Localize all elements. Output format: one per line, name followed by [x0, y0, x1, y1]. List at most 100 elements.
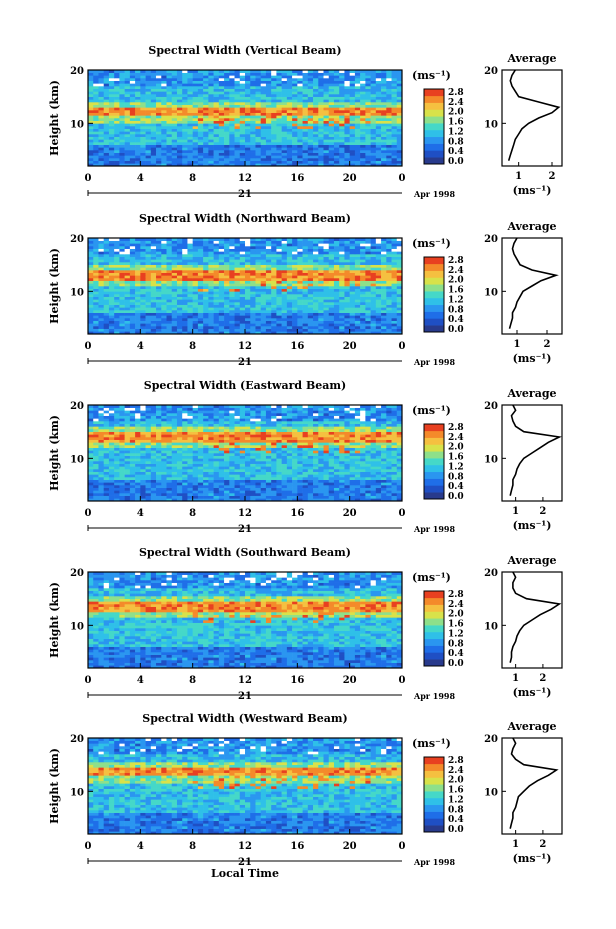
- heatmap-cell: [323, 323, 330, 327]
- heatmap-cell: [245, 120, 251, 124]
- heatmap-cell: [276, 160, 282, 164]
- heatmap-cell: [354, 259, 361, 263]
- heatmap-cell: [302, 83, 309, 87]
- heatmap-cell: [255, 246, 261, 249]
- heatmap-cell: [187, 479, 193, 483]
- heatmap-cell: [203, 267, 209, 271]
- heatmap-cell: [297, 123, 303, 127]
- heatmap-cell: [150, 498, 157, 502]
- heatmap-cell: [354, 302, 361, 305]
- heatmap-cell: [265, 304, 272, 308]
- heatmap-cell: [192, 152, 199, 156]
- heatmap-cell: [339, 307, 345, 311]
- heatmap-cell: [255, 128, 261, 132]
- heatmap-cell: [260, 294, 267, 297]
- heatmap-cell: [98, 294, 104, 297]
- heatmap-cell: [386, 318, 392, 321]
- heatmap-cell: [354, 256, 361, 260]
- heatmap-cell: [255, 479, 261, 483]
- heatmap-cell: [339, 96, 345, 100]
- heatmap-cell: [98, 107, 104, 111]
- heatmap-cell: [328, 328, 335, 332]
- heatmap-cell: [182, 312, 188, 316]
- heatmap-cell: [360, 254, 366, 257]
- heatmap-cell: [192, 118, 199, 121]
- heatmap-cell: [281, 256, 288, 260]
- heatmap-cell: [108, 307, 115, 311]
- heatmap-cell: [245, 80, 251, 84]
- heatmap-cell: [302, 310, 309, 313]
- heatmap-cell: [135, 490, 141, 494]
- heatmap-cell: [302, 70, 309, 73]
- heatmap-cell: [339, 136, 345, 140]
- heatmap-cell: [328, 142, 335, 145]
- heatmap-cell: [171, 91, 178, 95]
- heatmap-cell: [218, 83, 225, 87]
- heatmap-cell: [140, 238, 146, 241]
- heatmap-cell: [182, 142, 188, 145]
- heatmap-cell: [354, 307, 361, 311]
- heatmap-cell: [281, 240, 288, 244]
- heatmap-cell: [203, 142, 209, 145]
- heatmap-cell: [281, 278, 288, 281]
- heatmap-cell: [265, 498, 272, 502]
- heatmap-cell: [297, 482, 303, 486]
- heatmap-cell: [302, 123, 309, 127]
- heatmap-cell: [166, 328, 173, 332]
- heatmap-cell: [381, 310, 387, 313]
- heatmap-cell: [281, 280, 288, 284]
- heatmap-cell: [292, 72, 298, 76]
- heatmap-cell: [208, 477, 214, 480]
- heatmap-cell: [265, 318, 272, 321]
- heatmap-cell: [297, 326, 303, 329]
- heatmap-cell: [103, 280, 110, 284]
- heatmap-cell: [114, 328, 120, 332]
- heatmap-cell: [396, 259, 403, 263]
- heatmap-cell: [224, 104, 230, 108]
- heatmap-cell: [129, 102, 136, 105]
- heatmap-cell: [245, 150, 251, 153]
- heatmap-cell: [187, 91, 193, 95]
- heatmap-cell: [103, 118, 110, 121]
- heatmap-cell: [182, 144, 188, 148]
- heatmap-cell: [161, 482, 167, 486]
- heatmap-cell: [286, 286, 293, 289]
- heatmap-cell: [318, 326, 324, 329]
- heatmap-cell: [370, 286, 377, 289]
- heatmap-cell: [124, 493, 131, 496]
- heatmap-cell: [176, 259, 183, 263]
- heatmap-cell: [187, 299, 193, 303]
- heatmap-cell: [375, 91, 382, 95]
- heatmap-cell: [375, 78, 382, 81]
- heatmap-cell: [250, 294, 256, 297]
- heatmap-cell: [260, 120, 267, 124]
- heatmap-cell: [396, 291, 403, 295]
- heatmap-cell: [396, 490, 403, 494]
- heatmap-cell: [271, 152, 277, 156]
- heatmap-cell: [328, 264, 335, 268]
- heatmap-cell: [349, 88, 356, 92]
- heatmap-cell: [281, 251, 288, 255]
- heatmap-cell: [360, 123, 366, 127]
- heatmap-cell: [203, 248, 209, 252]
- heatmap-cell: [323, 312, 330, 316]
- heatmap-cell: [318, 142, 324, 145]
- heatmap-cell: [135, 307, 141, 311]
- heatmap-cell: [250, 75, 256, 79]
- heatmap-cell: [260, 96, 267, 100]
- heatmap-cell: [250, 477, 256, 480]
- heatmap-cell: [354, 134, 361, 137]
- heatmap-cell: [328, 80, 335, 84]
- heatmap-cell: [381, 118, 387, 121]
- heatmap-cell: [114, 110, 120, 113]
- heatmap-cell: [354, 323, 361, 327]
- heatmap-cell: [98, 86, 104, 89]
- heatmap-cell: [360, 307, 366, 311]
- heatmap-cell: [208, 278, 214, 281]
- heatmap-cell: [234, 136, 241, 140]
- heatmap-cell: [197, 160, 204, 164]
- heatmap-cell: [286, 134, 293, 137]
- heatmap-cell: [135, 262, 141, 265]
- heatmap-cell: [396, 86, 403, 89]
- heatmap-cell: [182, 134, 188, 137]
